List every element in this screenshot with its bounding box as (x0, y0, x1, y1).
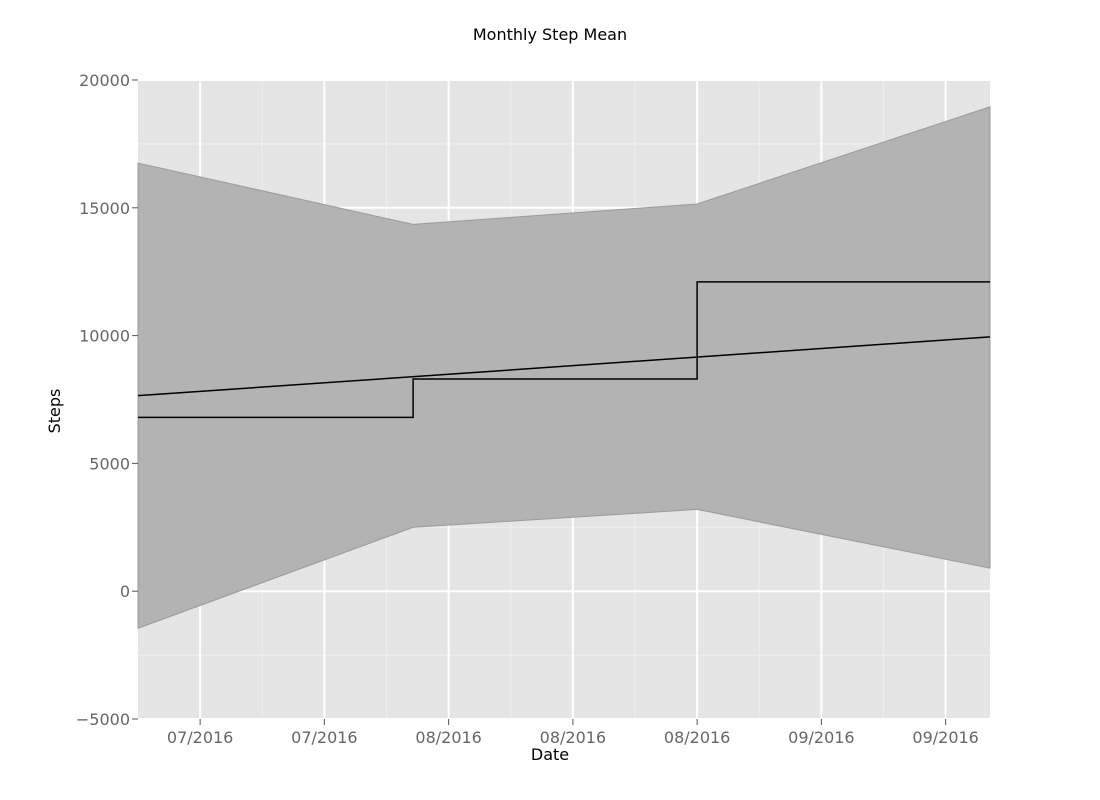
x-tick-label: 07/2016 (291, 728, 357, 747)
chart-title: Monthly Step Mean (473, 25, 627, 44)
x-tick-label: 08/2016 (415, 728, 481, 747)
y-tick-label: −5000 (76, 710, 130, 729)
x-tick-label: 08/2016 (540, 728, 606, 747)
y-tick-label: 5000 (89, 454, 130, 473)
x-tick-label: 07/2016 (167, 728, 233, 747)
confidence-band (137, 106, 991, 629)
y-axis-label: Steps (45, 389, 64, 434)
x-tick-label: 09/2016 (912, 728, 978, 747)
x-tick-label: 08/2016 (664, 728, 730, 747)
x-axis: 07/2016 07/2016 08/2016 08/2016 08/2016 09/20… (167, 719, 979, 747)
x-axis-label: Date (531, 745, 569, 764)
y-tick-label: 15000 (79, 199, 130, 218)
y-tick-label: 20000 (79, 71, 130, 90)
y-tick-label: 0 (120, 582, 130, 601)
y-axis: −5000 0 5000 10000 15000 20000 (76, 71, 138, 729)
y-tick-label: 10000 (79, 327, 130, 346)
x-tick-label: 09/2016 (788, 728, 854, 747)
monthly-mean-step-line (138, 281, 990, 419)
trend-line (137, 336, 991, 397)
